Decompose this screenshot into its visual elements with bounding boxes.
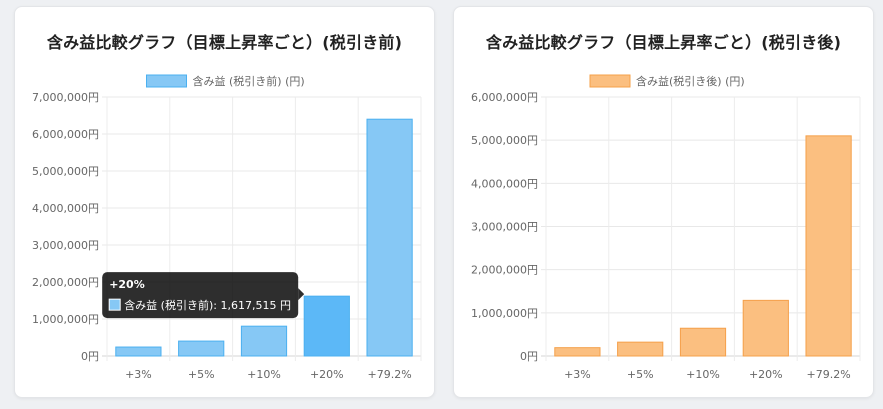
y-tick-label: 2,000,000円 xyxy=(471,264,538,277)
x-tick-label: +3% xyxy=(125,368,152,381)
tooltip: +20% 含み益 (税引き前): 1,617,515 円 xyxy=(102,272,305,319)
y-tick-label: 1,000,000円 xyxy=(471,307,538,320)
y-tick-label: 3,000,000円 xyxy=(32,239,99,252)
bar-chart-posttax: 含み益(税引き後) (円) 0円 1,000,000円 2,000,000円 3,000… xyxy=(471,74,861,381)
bar xyxy=(178,340,225,357)
bar xyxy=(742,299,789,357)
y-tick-label: 6,000,000円 xyxy=(32,128,99,141)
y-tick-label: 0円 xyxy=(81,350,99,363)
bar-chart-pretax: 含み益 (税引き前) (円) 0円 1,000,000円 2,000,000円 3,00… xyxy=(32,74,422,381)
y-tick-label: 4,000,000円 xyxy=(471,177,538,190)
tooltip-title: +20% xyxy=(109,278,145,291)
x-tick-label: +10% xyxy=(686,368,720,381)
x-tick-label: +20% xyxy=(749,368,783,381)
x-tick-label: +79.2% xyxy=(807,368,851,381)
y-tick-label: 2,000,000円 xyxy=(32,276,99,289)
tooltip-caret xyxy=(298,288,305,301)
x-tick-label: +20% xyxy=(310,368,344,381)
y-tick-label: 5,000,000円 xyxy=(32,165,99,178)
chart-title: 含み益比較グラフ（目標上昇率ごと）(税引き後) xyxy=(485,33,842,52)
legend-swatch xyxy=(589,74,631,88)
tooltip-swatch xyxy=(108,298,121,311)
bar xyxy=(805,135,852,357)
bar xyxy=(554,347,601,357)
y-tick-label: 3,000,000円 xyxy=(471,221,538,234)
y-tick-label: 6,000,000円 xyxy=(471,91,538,104)
x-tick-label: +5% xyxy=(627,368,654,381)
bar xyxy=(240,325,288,357)
y-tick-label: 1,000,000円 xyxy=(32,313,99,326)
bar xyxy=(679,327,727,357)
chart-card-posttax: 含み益比較グラフ（目標上昇率ごと）(税引き後) 含み益(税引き後) (円) 0円 1… xyxy=(453,6,874,398)
y-tick-label: 4,000,000円 xyxy=(32,202,99,215)
chart-title: 含み益比較グラフ（目標上昇率ごと）(税引き前) xyxy=(46,33,403,52)
tooltip-box xyxy=(102,272,299,319)
y-tick-label: 5,000,000円 xyxy=(471,134,538,147)
y-tick-label: 0円 xyxy=(520,350,538,363)
x-tick-label: +3% xyxy=(564,368,591,381)
legend-swatch xyxy=(146,74,187,88)
bar xyxy=(115,346,162,357)
bar xyxy=(303,295,350,357)
bar xyxy=(617,341,664,357)
chart-card-pretax: 含み益比較グラフ（目標上昇率ごと）(税引き前) 含み益 (税引き前) (円) 0円… xyxy=(14,6,435,398)
y-tick-label: 7,000,000円 xyxy=(32,91,99,104)
legend-label: 含み益 (税引き前) (円) xyxy=(193,74,305,88)
bar xyxy=(366,118,413,357)
tooltip-series: 含み益 (税引き前): 1,617,515 円 xyxy=(124,298,291,312)
x-tick-label: +5% xyxy=(188,368,215,381)
x-tick-label: +79.2% xyxy=(368,368,412,381)
legend-label: 含み益(税引き後) (円) xyxy=(636,74,745,88)
x-tick-label: +10% xyxy=(247,368,281,381)
